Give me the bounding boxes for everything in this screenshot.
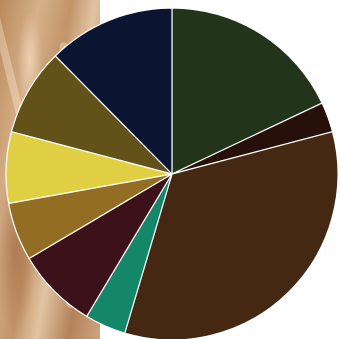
pie-slice-8 — [10, 55, 173, 175]
pie-slice-9 — [54, 7, 173, 175]
pie-slice-1 — [171, 7, 323, 175]
pie-slice-3 — [124, 131, 339, 339]
